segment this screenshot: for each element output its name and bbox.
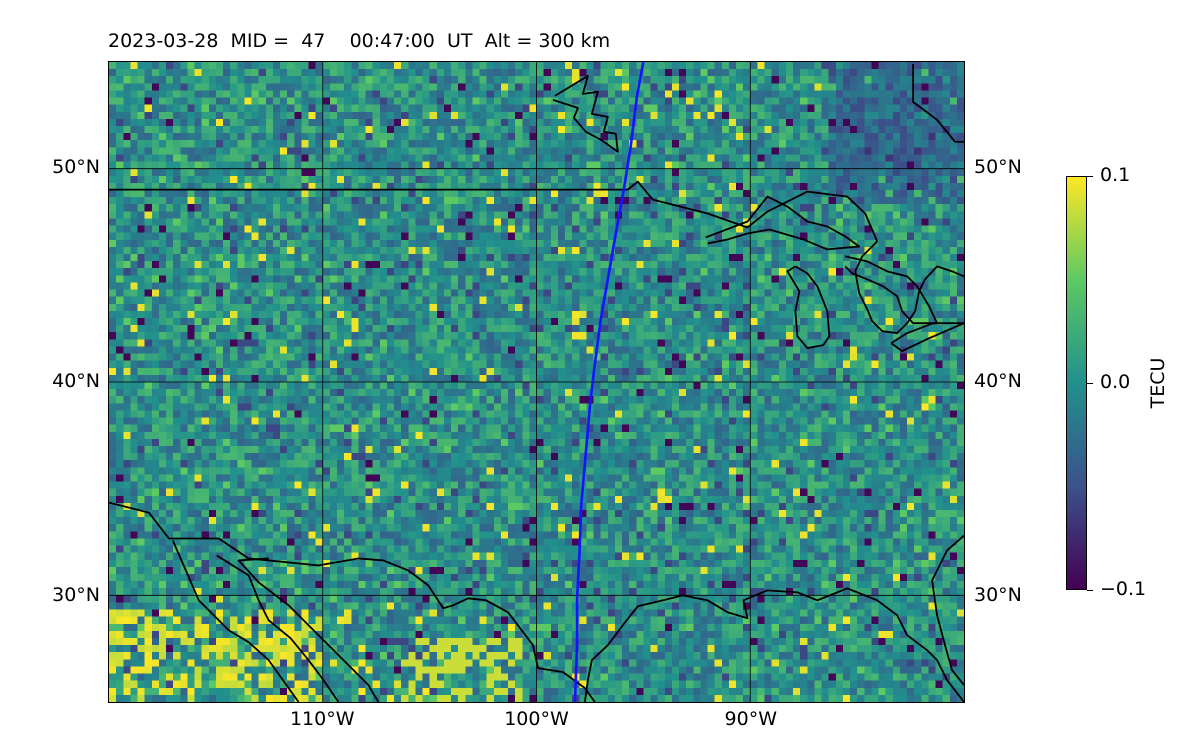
colorbar (1066, 176, 1087, 590)
lake-huron (844, 255, 938, 325)
us-canada-border (109, 180, 879, 242)
title-mid-label: MID = (230, 30, 290, 52)
figure-title: 2023-03-28 MID = 47 00:47:00 UT Alt = 30… (108, 30, 610, 52)
gulf-of-california (172, 540, 300, 702)
title-date: 2023-03-28 (108, 30, 219, 52)
coastlines-and-borders (109, 63, 964, 702)
lon-label: 100°W (504, 708, 569, 730)
colorbar-tick-mark (1087, 176, 1093, 177)
lat-label-right: 30°N (974, 584, 1022, 606)
colorbar-title: TECU (1147, 357, 1169, 409)
florida-west-coast (931, 534, 964, 686)
hudson-bay-shore (912, 63, 964, 143)
lake-michigan (786, 265, 831, 350)
mainland-mexico-west-coast (237, 557, 380, 702)
lat-label-right: 50°N (974, 156, 1022, 178)
lat-label-left: 50°N (52, 156, 100, 178)
colorbar-tick-mark (1087, 590, 1093, 591)
lat-label-left: 30°N (52, 584, 100, 606)
tec-map-panel (108, 61, 965, 703)
lake-superior (705, 195, 861, 251)
title-time: 00:47:00 (349, 30, 435, 52)
northern-lake-outline (552, 75, 619, 153)
lat-label-left: 40°N (52, 370, 100, 392)
colorbar-tick-label: 0.0 (1100, 371, 1131, 393)
colorbar-tick-mark (1087, 383, 1093, 384)
baja-peninsula (216, 554, 340, 702)
colorbar-tick-label: −0.1 (1100, 578, 1147, 600)
title-time-unit: UT (447, 30, 473, 52)
lake-erie (890, 322, 964, 352)
michigan-mitten (854, 240, 964, 335)
graticule (109, 62, 964, 702)
lon-label: 90°W (724, 708, 777, 730)
gulf-coast (583, 587, 964, 702)
colorbar-tick-label: 0.1 (1100, 164, 1131, 186)
us-mexico-border (109, 501, 596, 702)
map-overlay (109, 62, 964, 702)
title-mid-value: 47 (301, 30, 326, 52)
lon-label: 110°W (289, 708, 355, 730)
lat-label-right: 40°N (974, 370, 1022, 392)
title-altitude: Alt = 300 km (484, 30, 611, 52)
satellite-track (573, 62, 645, 702)
